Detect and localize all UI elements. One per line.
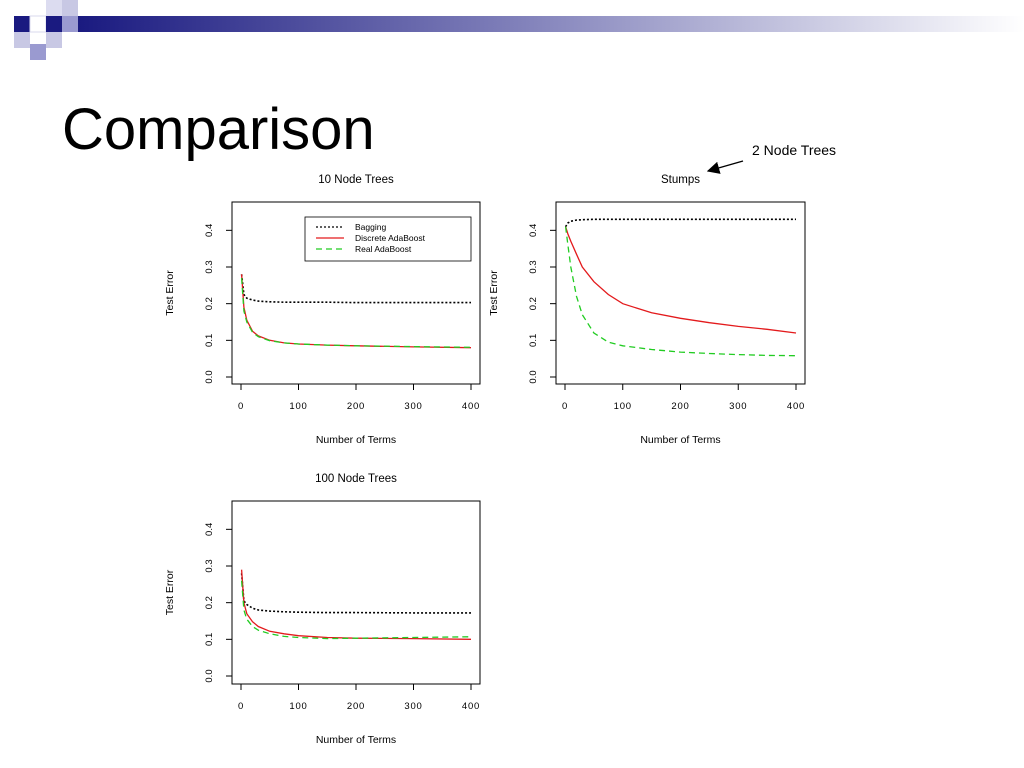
y-tick-label: 0.2 bbox=[204, 596, 215, 609]
header-gradient-bar bbox=[78, 16, 1024, 32]
slide-title: Comparison bbox=[62, 97, 375, 162]
deco-square bbox=[14, 32, 30, 48]
y-axis-label: Test Error bbox=[164, 569, 176, 615]
x-tick-label: 200 bbox=[347, 701, 365, 712]
deco-square bbox=[46, 16, 62, 32]
x-tick-label: 400 bbox=[462, 701, 480, 712]
deco-square bbox=[30, 44, 46, 60]
callout-label: 2 Node Trees bbox=[752, 142, 837, 158]
y-tick-label: 0.1 bbox=[528, 334, 539, 347]
y-axis-label: Test Error bbox=[488, 270, 500, 316]
y-tick-label: 0.4 bbox=[204, 224, 215, 237]
y-axis-label: Test Error bbox=[164, 270, 176, 316]
legend-label: Real AdaBoost bbox=[355, 244, 412, 254]
series-line-real-adaboost bbox=[564, 226, 797, 357]
chart-title: 100 Node Trees bbox=[315, 473, 397, 485]
deco-square bbox=[14, 16, 30, 32]
x-tick-label: 100 bbox=[614, 401, 632, 412]
x-tick-label: 300 bbox=[404, 401, 422, 412]
chart-title: Stumps bbox=[661, 174, 700, 186]
y-tick-label: 0.4 bbox=[528, 224, 539, 237]
legend-label: Discrete AdaBoost bbox=[355, 233, 426, 243]
chart-title: 10 Node Trees bbox=[318, 174, 394, 186]
y-tick-label: 0.0 bbox=[204, 669, 215, 682]
x-tick-label: 0 bbox=[238, 401, 244, 412]
x-tick-label: 200 bbox=[347, 401, 365, 412]
x-tick-label: 400 bbox=[462, 401, 480, 412]
x-axis-label: Number of Terms bbox=[316, 434, 396, 446]
y-tick-label: 0.2 bbox=[204, 297, 215, 310]
y-tick-label: 0.0 bbox=[204, 370, 215, 383]
legend-box bbox=[304, 216, 472, 262]
x-tick-label: 300 bbox=[729, 401, 747, 412]
plot-frame bbox=[555, 201, 806, 385]
deco-square bbox=[46, 32, 62, 48]
chart-panel: 10 Node Trees 0 100 200 300 400 0.0 0.1 0.2 0.3 0.… bbox=[164, 174, 481, 446]
x-tick-label: 100 bbox=[289, 401, 307, 412]
y-tick-label: 0.3 bbox=[528, 260, 539, 273]
series-line-bagging bbox=[240, 274, 471, 304]
y-tick-label: 0.1 bbox=[204, 334, 215, 347]
x-tick-label: 0 bbox=[562, 401, 568, 412]
x-tick-label: 200 bbox=[671, 401, 689, 412]
deco-square bbox=[46, 0, 62, 16]
deco-square bbox=[62, 0, 78, 16]
series-line-bagging bbox=[564, 218, 796, 228]
y-tick-label: 0.3 bbox=[204, 559, 215, 572]
series-line-real-adaboost bbox=[240, 277, 472, 348]
series-line-discrete-adaboost bbox=[240, 569, 472, 640]
x-axis-label: Number of Terms bbox=[640, 434, 720, 446]
x-axis-label: Number of Terms bbox=[316, 734, 396, 746]
callout-arrow bbox=[706, 160, 744, 174]
series-line-real-adaboost bbox=[240, 580, 472, 640]
chart-panel: Stumps 0 100 200 300 400 0.0 0.1 0.2 0.3 0.4 Number… bbox=[488, 174, 806, 446]
deco-square bbox=[62, 16, 78, 32]
header-decoration bbox=[14, 0, 1024, 60]
y-tick-label: 0.1 bbox=[204, 633, 215, 646]
y-tick-label: 0.3 bbox=[204, 260, 215, 273]
x-tick-label: 400 bbox=[787, 401, 805, 412]
legend-label: Bagging bbox=[355, 222, 386, 232]
y-tick-label: 0.2 bbox=[528, 297, 539, 310]
series-line-bagging bbox=[240, 573, 471, 614]
x-tick-label: 300 bbox=[404, 701, 422, 712]
series-line-discrete-adaboost bbox=[240, 274, 472, 349]
y-tick-label: 0.4 bbox=[204, 523, 215, 536]
plot-frame bbox=[231, 500, 481, 685]
y-tick-label: 0.0 bbox=[528, 370, 539, 383]
chart-panel: 100 Node Trees 0 100 200 300 400 0.0 0.1 0.2 0.3 0… bbox=[164, 473, 481, 746]
series-line-discrete-adaboost bbox=[564, 226, 797, 334]
x-tick-label: 100 bbox=[289, 701, 307, 712]
x-tick-label: 0 bbox=[238, 701, 244, 712]
